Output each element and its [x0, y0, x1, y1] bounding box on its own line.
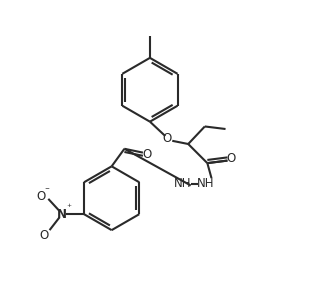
Text: O: O: [227, 152, 236, 166]
Text: O: O: [163, 132, 172, 145]
Text: NH: NH: [174, 177, 191, 190]
Text: O: O: [142, 148, 151, 161]
Text: $^+$: $^+$: [65, 203, 72, 212]
Text: O: O: [37, 190, 46, 203]
Text: O: O: [39, 229, 48, 242]
Text: $^-$: $^-$: [43, 185, 51, 194]
Text: N: N: [57, 208, 67, 221]
Text: NH: NH: [197, 177, 214, 190]
